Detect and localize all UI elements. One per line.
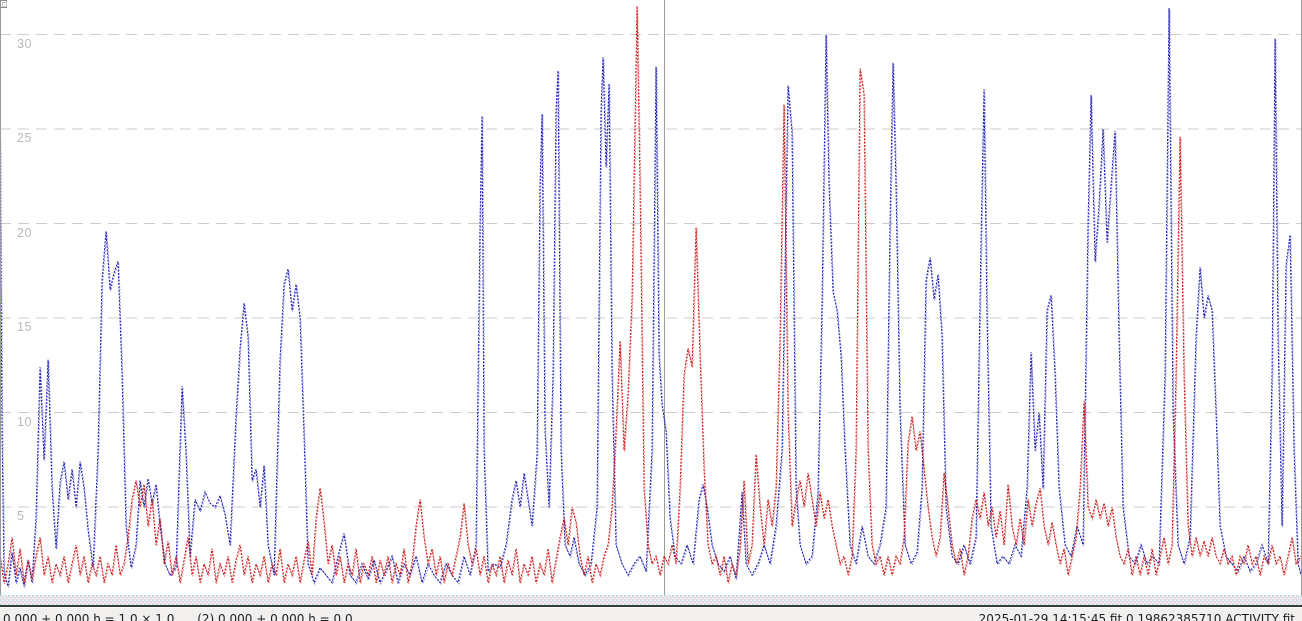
- series-activity-blue: [0, 7, 1302, 587]
- status-fit-values: 0.000 + 0.000 h = 1.0 × 1.0 (2) 0.000 + …: [3, 612, 353, 621]
- y-tick-label-25: 25: [17, 131, 32, 145]
- window-left-border: [0, 0, 1, 607]
- series-activity-blue-echo: [0, 9, 1302, 588]
- y-tick-label-15: 15: [17, 320, 32, 334]
- series-activity-red: [0, 6, 1302, 583]
- y-tick-label-5: 5: [17, 509, 25, 523]
- x-axis-line: [0, 605, 1302, 607]
- status-bar: 0.000 + 0.000 h = 1.0 × 1.0 (2) 0.000 + …: [0, 607, 1302, 621]
- window-corner-icon: [0, 0, 7, 8]
- y-tick-label-30: 30: [17, 36, 32, 51]
- status-timestamp-activity: 2025-01-29 14:15:45 fit 0.19862385710 AC…: [978, 612, 1295, 621]
- chart-canvas[interactable]: [0, 0, 1302, 602]
- y-tick-label-10: 10: [17, 414, 32, 429]
- timeline-scrollbar[interactable]: [0, 595, 1302, 605]
- y-tick-label-20: 20: [17, 225, 32, 240]
- series-activity-red-echo: [0, 7, 1302, 584]
